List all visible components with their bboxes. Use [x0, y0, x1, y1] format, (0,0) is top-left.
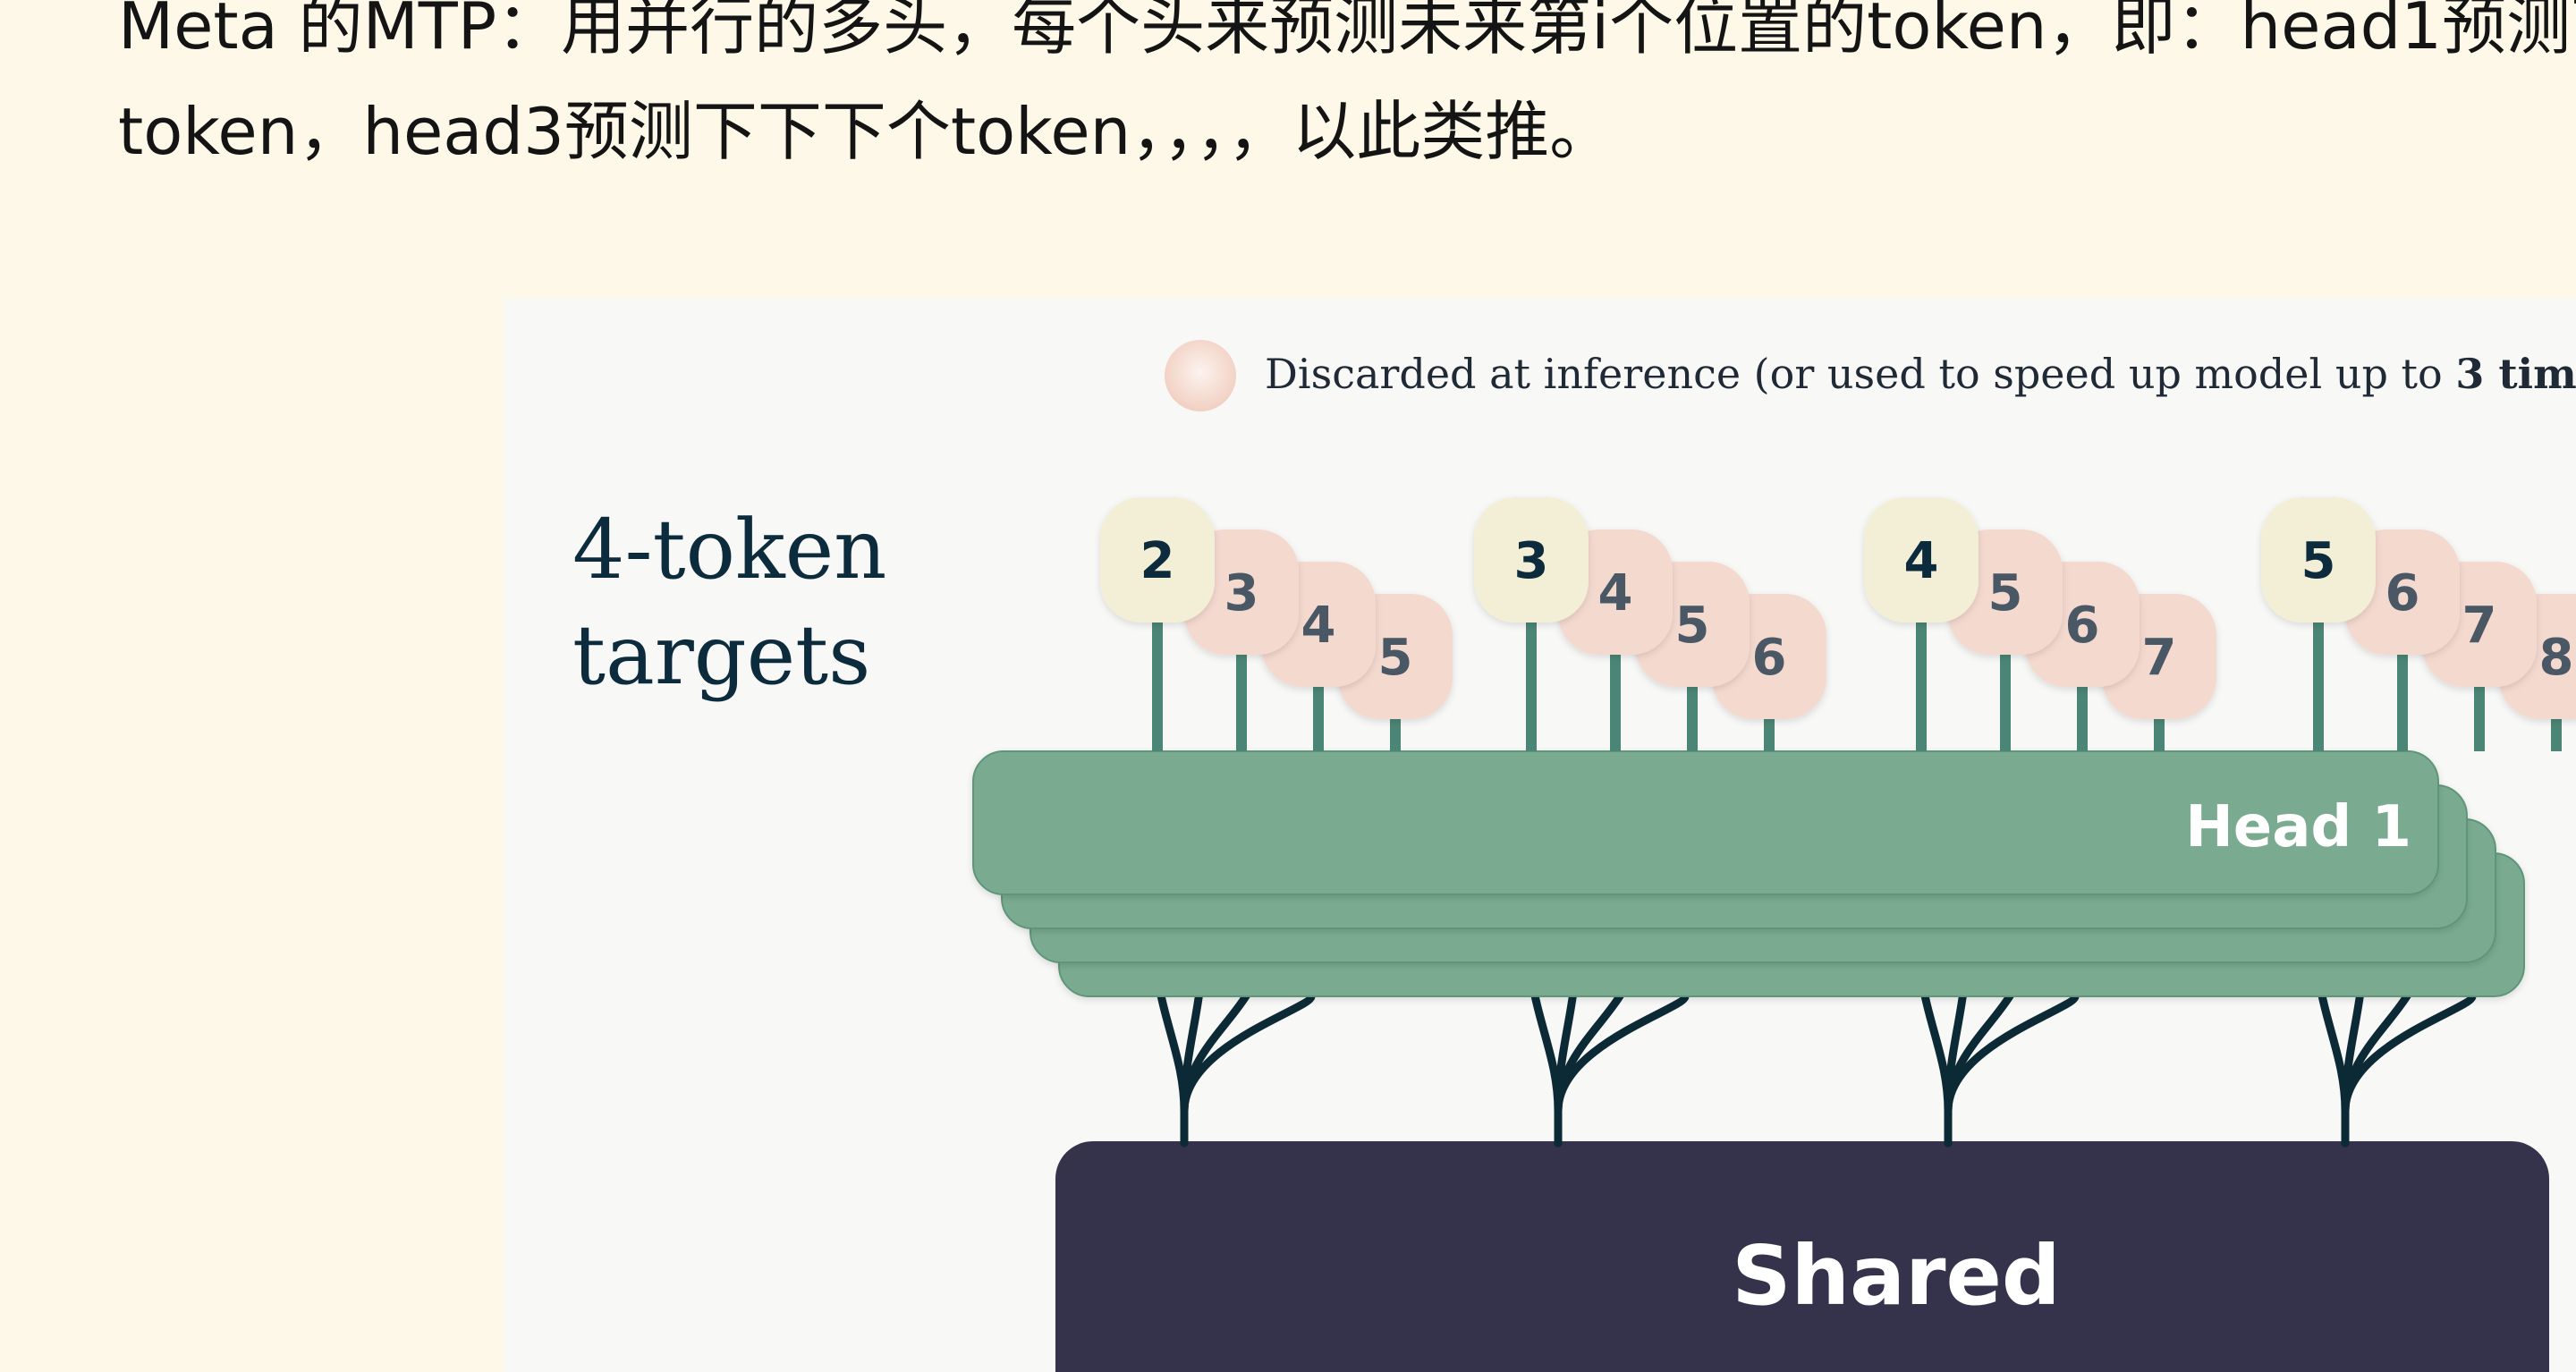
token-label: 7	[2462, 597, 2497, 655]
token-label: 4	[1301, 597, 1336, 655]
token-label: 5	[1378, 629, 1413, 687]
targets-label-line-1: 4-token	[572, 502, 886, 597]
token-label: 3	[1224, 564, 1259, 622]
token-label: 6	[2065, 597, 2100, 655]
description-paragraph: Meta 的MTP：用并行的多头，每个头来预测未来第i个位置的token，即：h…	[118, 0, 2576, 184]
token-label: 4	[1598, 564, 1633, 622]
head-1-label: Head 1	[2185, 794, 2411, 860]
branch	[1180, 992, 1316, 1148]
description-line-1: Meta 的MTP：用并行的多头，每个头来预测未来第i个位置的token，即：h…	[118, 0, 2576, 64]
token-label: 8	[2539, 629, 2574, 687]
token-label: 6	[2385, 564, 2420, 622]
mtp-diagram: Discarded at inference (or used to speed…	[572, 340, 2576, 1372]
token-label: 6	[1752, 629, 1787, 687]
token-label: 5	[1675, 597, 1710, 655]
branch	[2341, 992, 2477, 1148]
branch	[1554, 992, 1690, 1148]
token-label: 2	[1140, 532, 1175, 590]
head-1	[972, 750, 2439, 895]
branch	[1944, 992, 2080, 1148]
kept-token	[1474, 497, 1589, 622]
kept-token	[2261, 497, 2376, 622]
mtp-figure: Discarded at inference (or used to speed…	[504, 299, 2576, 1372]
legend-text: Discarded at inference (or used to speed…	[1265, 350, 2576, 398]
description-line-2: token，head3预测下下下个token，，，，以此类推。	[118, 94, 1614, 169]
shared-trunk-label: Shared	[1732, 1228, 2060, 1324]
targets-label-line-2: targets	[572, 607, 870, 703]
token-label: 4	[1904, 532, 1939, 590]
token-label: 3	[1514, 532, 1549, 590]
token-label: 5	[2301, 532, 2336, 590]
kept-token	[1100, 497, 1215, 622]
legend-discarded-swatch	[1165, 340, 1236, 411]
token-label: 5	[1988, 564, 2023, 622]
token-label: 7	[2142, 629, 2177, 687]
kept-token	[1864, 497, 1979, 622]
